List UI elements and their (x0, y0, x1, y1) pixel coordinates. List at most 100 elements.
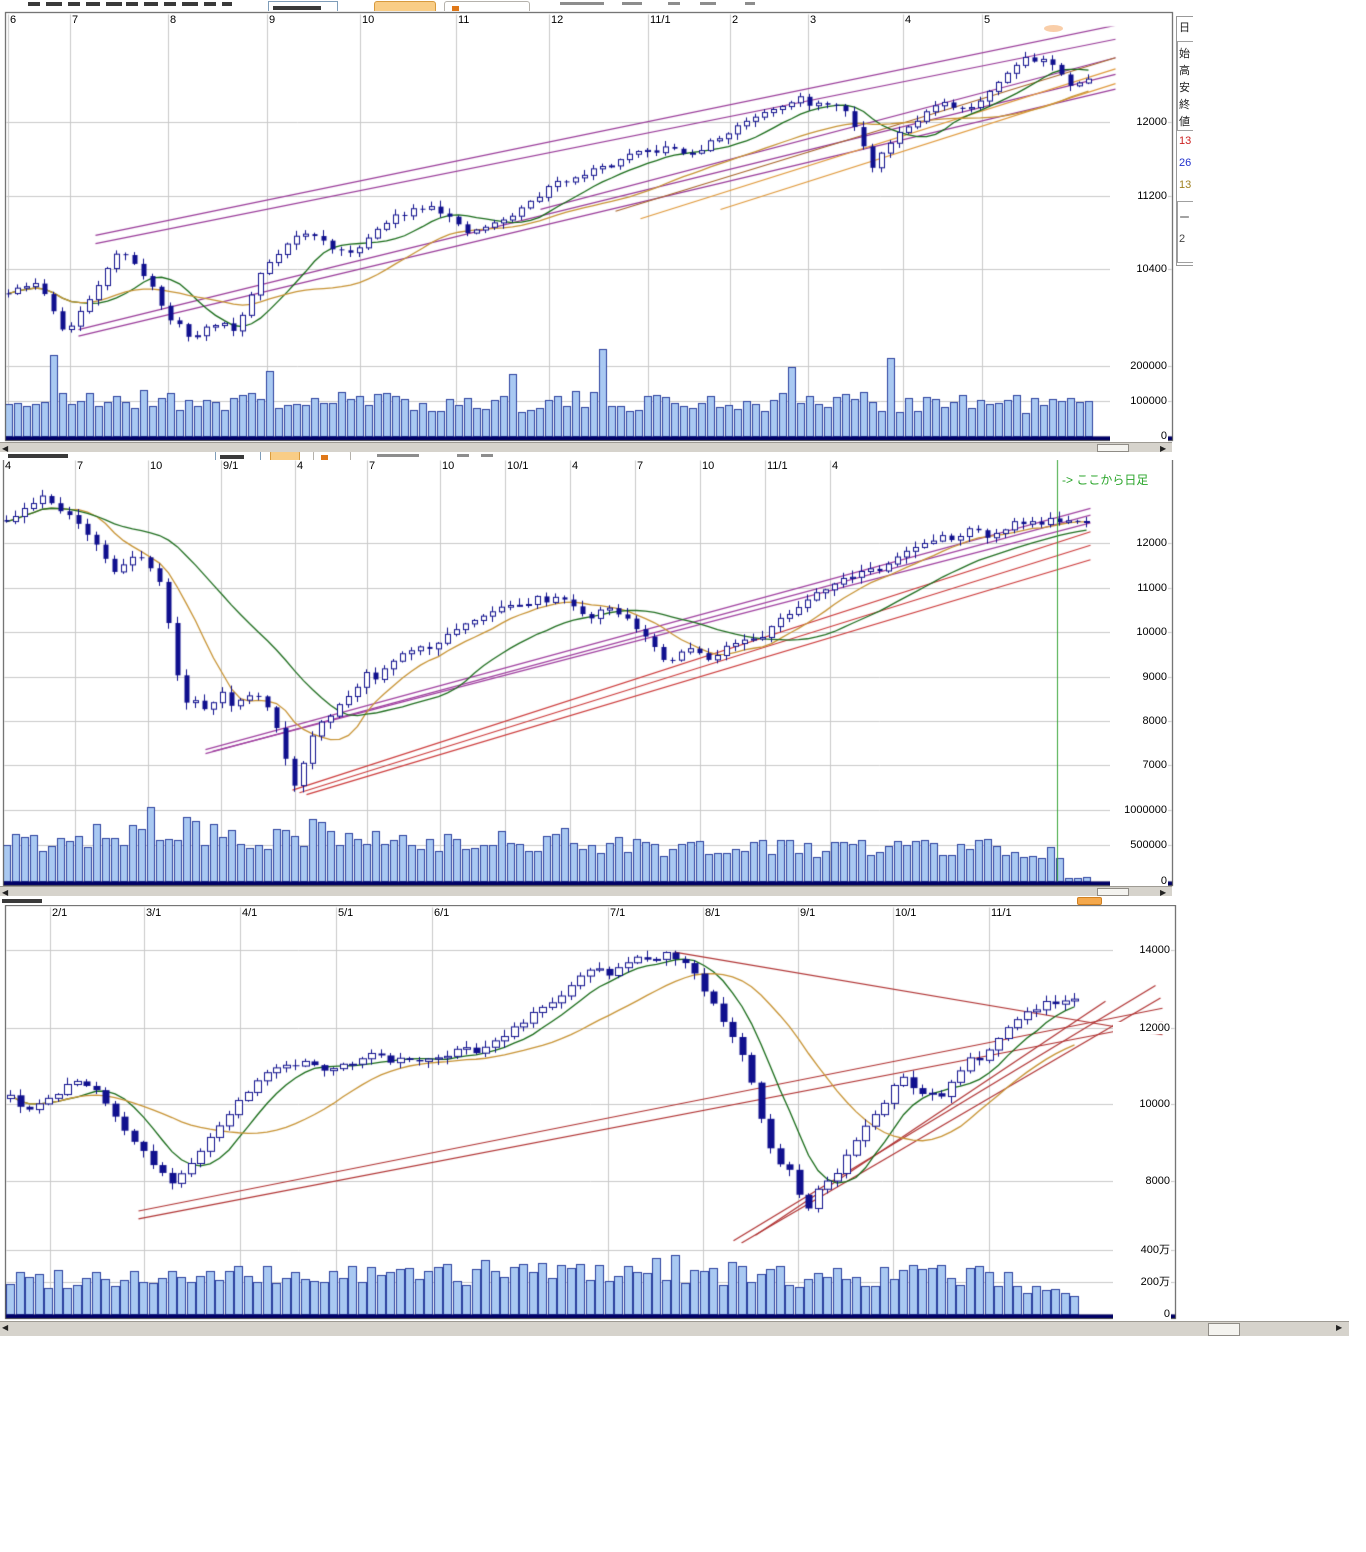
toolbar-strip-cropped (0, 452, 1366, 460)
price-tick-label: 12000 (1110, 116, 1168, 129)
x-axis-tick-label: 9/1 (223, 460, 239, 472)
x-axis-tick-label: 3/1 (146, 907, 162, 919)
cropped-text-fragment (144, 2, 158, 6)
info-panel-row-label: 13 (1179, 135, 1192, 147)
volume-tick-label: 0 (1113, 1308, 1171, 1321)
update-button[interactable] (270, 452, 300, 460)
cropped-text-fragment (560, 2, 604, 5)
info-panel-row-label: 終 (1179, 99, 1190, 111)
scroll-right-button[interactable]: ▶ (1160, 444, 1167, 453)
info-panel-row-label: 26 (1179, 157, 1192, 169)
h-scrollbar-3[interactable]: ◀ ▶ (0, 1321, 1349, 1336)
cropped-select-text (220, 455, 244, 459)
x-axis-tick-label: 6 (10, 14, 17, 26)
info-panel-row-label: 始 (1179, 48, 1190, 60)
cropped-text-fragment (182, 2, 198, 6)
x-axis-tick-label: 3 (810, 14, 817, 26)
cropped-button-fragment (1077, 897, 1102, 905)
cropped-text-fragment (86, 2, 100, 6)
cropped-text-fragment (204, 2, 216, 6)
cropped-text-fragment (457, 454, 469, 457)
scroll-left-button[interactable]: ◀ (2, 444, 9, 453)
scrollbar-thumb[interactable] (1097, 444, 1129, 452)
scroll-left-button[interactable]: ◀ (2, 888, 9, 897)
scrollbar-thumb[interactable] (1208, 1323, 1240, 1336)
tool-button[interactable] (313, 452, 351, 460)
price-tick-label: 11200 (1110, 190, 1168, 203)
volume-tick-label: 500000 (1110, 839, 1168, 852)
cropped-text-fragment (8, 454, 68, 458)
cropped-text-fragment (222, 2, 232, 6)
cropped-text-fragment (668, 2, 680, 5)
price-tick-label: 12000 (1113, 1022, 1171, 1035)
scroll-right-button[interactable]: ▶ (1336, 1323, 1343, 1332)
x-axis-tick-label: 7 (72, 14, 79, 26)
x-axis-tick-label: 7 (369, 460, 376, 472)
cropped-text-fragment (481, 454, 493, 457)
x-axis-tick-label: 7 (637, 460, 644, 472)
x-axis-tick-label: 6/1 (434, 907, 450, 919)
toolbar-strip-cropped (0, 897, 1366, 905)
cropped-text-fragment (46, 2, 62, 6)
x-axis-tick-label: 10/1 (895, 907, 917, 919)
cropped-text-fragment (377, 454, 419, 457)
price-tick-label: 12000 (1110, 537, 1168, 550)
bar-info-panel-clipped: 日始高安終値 13 26 13 ー 2 (1176, 16, 1193, 266)
cropped-text-fragment (126, 2, 138, 6)
x-axis-tick-label: 10 (442, 460, 455, 472)
x-axis-tick-label: 7/1 (610, 907, 626, 919)
price-tick-label: 14000 (1113, 944, 1171, 957)
scrollbar-thumb[interactable] (1097, 888, 1129, 896)
cropped-select-text (273, 6, 321, 10)
price-tick-label: 7000 (1110, 759, 1168, 772)
info-panel-box (1177, 41, 1193, 131)
x-axis-tick-label: 9 (269, 14, 276, 26)
volume-tick-label: 400万 (1113, 1244, 1171, 1257)
info-panel-row-label: 日 (1179, 22, 1190, 34)
x-axis-tick-label: 10 (362, 14, 375, 26)
cropped-text-fragment (106, 2, 122, 6)
scroll-right-button[interactable]: ▶ (1160, 888, 1167, 897)
update-button[interactable] (374, 1, 436, 11)
x-axis-tick-label: 5 (984, 14, 991, 26)
x-axis-tick-label: 5/1 (338, 907, 354, 919)
x-axis-tick-label: 7 (77, 460, 84, 472)
x-axis-tick-label: 10 (150, 460, 163, 472)
cursor-highlight-artifact (1044, 25, 1063, 32)
x-axis-tick-label: 2/1 (52, 907, 68, 919)
info-panel-row-label: 安 (1179, 82, 1190, 94)
x-axis-tick-label: 11/1 (650, 14, 671, 26)
orange-dot-icon (452, 6, 459, 11)
tool-button[interactable] (444, 1, 530, 11)
x-axis-tick-label: 10 (702, 460, 715, 472)
x-axis-tick-label: 9/1 (800, 907, 816, 919)
x-axis-tick-label: 4/1 (242, 907, 258, 919)
timeframe-select[interactable] (268, 1, 338, 11)
cropped-text-fragment (28, 2, 40, 6)
x-axis-tick-label: 8/1 (705, 907, 721, 919)
timeframe-select[interactable] (215, 452, 261, 460)
info-panel-row-label: ー (1179, 212, 1190, 224)
cropped-text-fragment (68, 2, 80, 6)
x-axis-tick-label: 10/1 (507, 460, 529, 472)
h-scrollbar-1[interactable]: ◀ ▶ (0, 442, 1172, 453)
x-axis-tick-label: 11/1 (767, 460, 788, 472)
x-axis-tick-label: 11 (458, 14, 470, 26)
cropped-text-fragment (2, 899, 42, 903)
x-axis-tick-label: 12 (551, 14, 564, 26)
volume-tick-label: 1000000 (1110, 804, 1168, 817)
price-tick-label: 10000 (1113, 1098, 1171, 1111)
h-scrollbar-2[interactable]: ◀ ▶ (0, 886, 1172, 897)
toolbar-strip-cropped (0, 0, 1366, 11)
x-axis-tick-label: 4 (572, 460, 579, 472)
price-tick-label: 9000 (1110, 671, 1168, 684)
x-axis-tick-label: 2 (732, 14, 739, 26)
x-axis-tick-label: 4 (832, 460, 839, 472)
x-axis-tick-label: 4 (905, 14, 912, 26)
cropped-text-fragment (622, 2, 642, 5)
scroll-left-button[interactable]: ◀ (2, 1323, 9, 1332)
x-axis-tick-label: 4 (5, 460, 12, 472)
price-tick-label: 11000 (1110, 582, 1168, 595)
